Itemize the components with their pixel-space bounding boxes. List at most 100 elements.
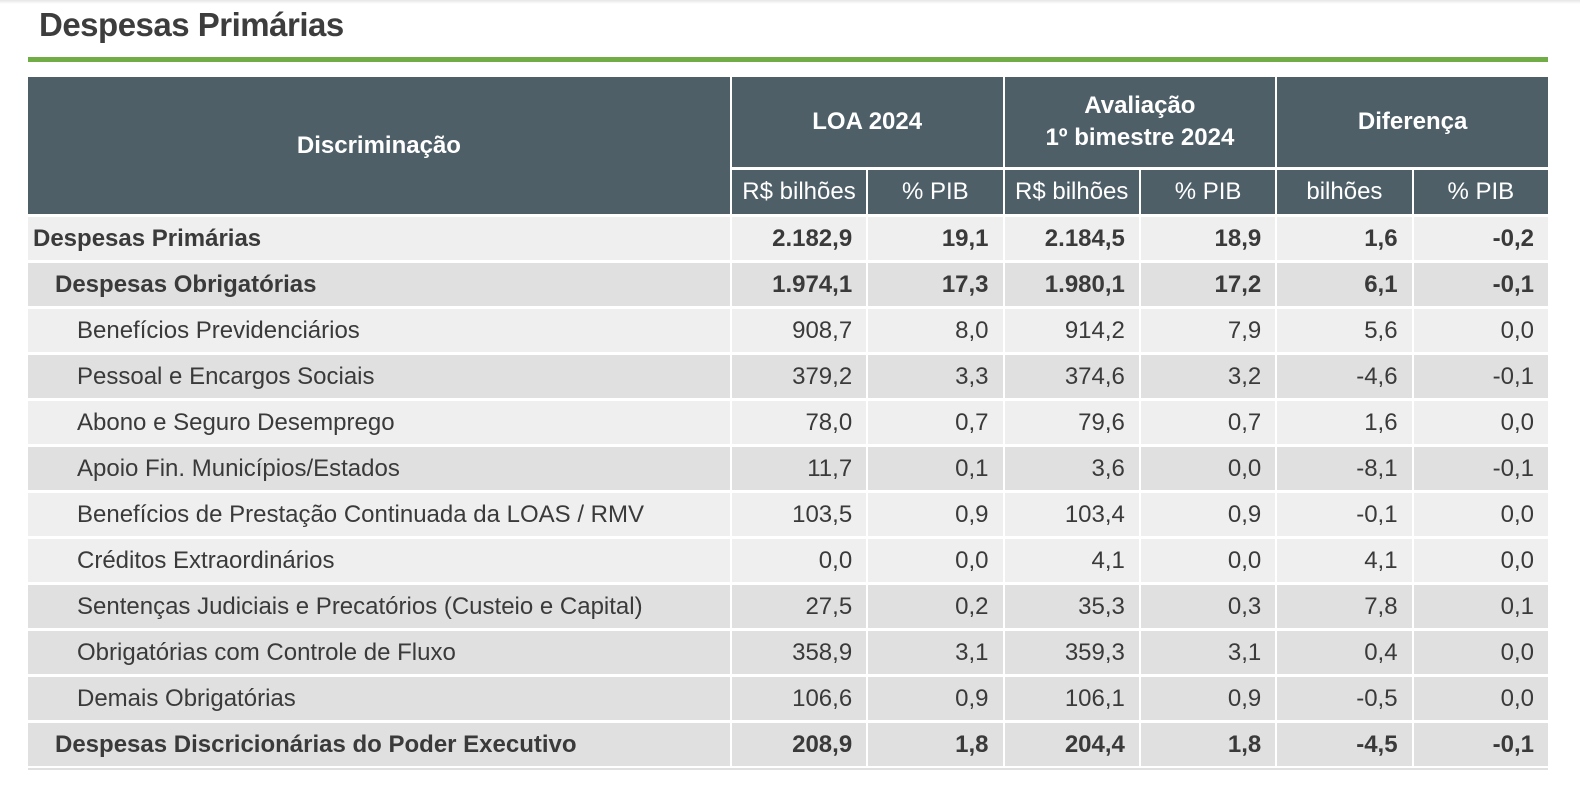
table-row: Obrigatórias com Controle de Fluxo 358,9 3… <box>28 628 1548 674</box>
cell-loa-rs: 1.974,1 <box>731 260 867 306</box>
row-label: Obrigatórias com Controle de Fluxo <box>28 628 730 674</box>
cell-diferenca-bilhoes: -0,5 <box>1277 674 1412 720</box>
cell-loa-pib: 8,0 <box>868 306 1003 352</box>
header-avaliacao-line1: Avaliação <box>1084 92 1196 119</box>
cell-loa-pib: 0,9 <box>868 490 1003 536</box>
cell-diferenca-bilhoes: 6,1 <box>1277 260 1412 306</box>
table-row: Benefícios de Prestação Continuada da LO… <box>28 490 1548 536</box>
table-row: Despesas Discricionárias do Poder Execut… <box>28 720 1548 766</box>
cell-diferenca-bilhoes: -4,5 <box>1277 720 1412 766</box>
cell-avaliacao-pib: 3,2 <box>1140 352 1276 398</box>
cell-diferenca-pib: 0,0 <box>1413 674 1548 720</box>
table-row: Demais Obrigatórias 106,6 0,9 106,1 0,9 -0,5 0… <box>28 674 1548 720</box>
cell-avaliacao-rs: 35,3 <box>1004 582 1139 628</box>
cell-avaliacao-pib: 0,7 <box>1140 398 1276 444</box>
cell-avaliacao-pib: 17,2 <box>1140 260 1276 306</box>
cell-diferenca-pib: -0,1 <box>1413 444 1548 490</box>
cell-avaliacao-pib: 0,0 <box>1140 444 1276 490</box>
cell-loa-rs: 208,9 <box>731 720 867 766</box>
cell-loa-rs: 78,0 <box>731 398 867 444</box>
header-loa-2024: LOA 2024 <box>731 77 1003 170</box>
cell-avaliacao-rs: 106,1 <box>1004 674 1139 720</box>
cell-avaliacao-pib: 0,0 <box>1140 536 1276 582</box>
row-label: Sentenças Judiciais e Precatórios (Custe… <box>28 582 730 628</box>
cell-loa-pib: 0,0 <box>868 536 1003 582</box>
cell-diferenca-pib: 0,0 <box>1413 398 1548 444</box>
header-diferenca: Diferença <box>1277 77 1548 170</box>
cell-loa-pib: 0,1 <box>868 444 1003 490</box>
table-row: Sentenças Judiciais e Precatórios (Custe… <box>28 582 1548 628</box>
cell-diferenca-bilhoes: 1,6 <box>1277 398 1412 444</box>
cell-avaliacao-rs: 204,4 <box>1004 720 1139 766</box>
cell-avaliacao-pib: 18,9 <box>1140 214 1276 260</box>
header-avaliacao: Avaliação 1º bimestre 2024 <box>1004 77 1276 170</box>
cell-loa-rs: 908,7 <box>731 306 867 352</box>
table-row: Abono e Seguro Desemprego 78,0 0,7 79,6 0,7 1… <box>28 398 1548 444</box>
cell-diferenca-pib: -0,1 <box>1413 352 1548 398</box>
cell-loa-rs: 11,7 <box>731 444 867 490</box>
row-label: Benefícios de Prestação Continuada da LO… <box>28 490 730 536</box>
cell-diferenca-bilhoes: 4,1 <box>1277 536 1412 582</box>
row-label: Despesas Discricionárias do Poder Execut… <box>28 720 730 766</box>
subheader-loa-pib: % PIB <box>868 170 1003 214</box>
bottom-divider <box>28 768 1548 770</box>
cell-diferenca-bilhoes: 0,4 <box>1277 628 1412 674</box>
header-discriminacao: Discriminação <box>28 77 730 214</box>
cell-diferenca-pib: 0,0 <box>1413 536 1548 582</box>
cell-loa-pib: 0,9 <box>868 674 1003 720</box>
cell-diferenca-bilhoes: 5,6 <box>1277 306 1412 352</box>
row-label: Abono e Seguro Desemprego <box>28 398 730 444</box>
subheader-loa-rs: R$ bilhões <box>731 170 867 214</box>
cell-diferenca-pib: -0,2 <box>1413 214 1548 260</box>
cell-avaliacao-rs: 79,6 <box>1004 398 1139 444</box>
cell-loa-rs: 379,2 <box>731 352 867 398</box>
cell-avaliacao-rs: 374,6 <box>1004 352 1139 398</box>
cell-diferenca-pib: 0,0 <box>1413 490 1548 536</box>
row-label: Despesas Obrigatórias <box>28 260 730 306</box>
cell-avaliacao-pib: 3,1 <box>1140 628 1276 674</box>
table-row: Benefícios Previdenciários 908,7 8,0 914,2 7… <box>28 306 1548 352</box>
cell-loa-pib: 0,7 <box>868 398 1003 444</box>
table-row: Apoio Fin. Municípios/Estados 11,7 0,1 3,6 0… <box>28 444 1548 490</box>
cell-loa-rs: 358,9 <box>731 628 867 674</box>
cell-loa-rs: 0,0 <box>731 536 867 582</box>
despesas-table: Discriminação LOA 2024 Avaliação 1º bime… <box>26 77 1550 766</box>
cell-diferenca-bilhoes: 7,8 <box>1277 582 1412 628</box>
row-label: Despesas Primárias <box>28 214 730 260</box>
cell-avaliacao-rs: 4,1 <box>1004 536 1139 582</box>
subheader-avaliacao-rs: R$ bilhões <box>1004 170 1139 214</box>
title-divider <box>28 57 1548 62</box>
row-label: Benefícios Previdenciários <box>28 306 730 352</box>
table-row: Pessoal e Encargos Sociais 379,2 3,3 374,6 3… <box>28 352 1548 398</box>
cell-diferenca-pib: 0,0 <box>1413 628 1548 674</box>
cell-loa-rs: 103,5 <box>731 490 867 536</box>
cell-avaliacao-rs: 3,6 <box>1004 444 1139 490</box>
cell-loa-rs: 2.182,9 <box>731 214 867 260</box>
table-body: Despesas Primárias 2.182,9 19,1 2.184,5 18,9… <box>28 214 1548 766</box>
table-row: Despesas Obrigatórias 1.974,1 17,3 1.980,1 1… <box>28 260 1548 306</box>
table-row: Despesas Primárias 2.182,9 19,1 2.184,5 18,9… <box>28 214 1548 260</box>
cell-loa-pib: 3,1 <box>868 628 1003 674</box>
cell-diferenca-pib: -0,1 <box>1413 720 1548 766</box>
cell-avaliacao-rs: 2.184,5 <box>1004 214 1139 260</box>
cell-diferenca-pib: 0,1 <box>1413 582 1548 628</box>
cell-loa-pib: 19,1 <box>868 214 1003 260</box>
cell-avaliacao-pib: 7,9 <box>1140 306 1276 352</box>
table-row: Créditos Extraordinários 0,0 0,0 4,1 0,0 4,1 0… <box>28 536 1548 582</box>
cell-diferenca-pib: -0,1 <box>1413 260 1548 306</box>
cell-loa-rs: 27,5 <box>731 582 867 628</box>
cell-diferenca-bilhoes: -8,1 <box>1277 444 1412 490</box>
row-label: Pessoal e Encargos Sociais <box>28 352 730 398</box>
cell-avaliacao-pib: 0,3 <box>1140 582 1276 628</box>
row-label: Créditos Extraordinários <box>28 536 730 582</box>
cell-avaliacao-pib: 0,9 <box>1140 674 1276 720</box>
cell-diferenca-bilhoes: -0,1 <box>1277 490 1412 536</box>
row-label: Apoio Fin. Municípios/Estados <box>28 444 730 490</box>
cell-loa-rs: 106,6 <box>731 674 867 720</box>
cell-avaliacao-rs: 359,3 <box>1004 628 1139 674</box>
cell-avaliacao-rs: 103,4 <box>1004 490 1139 536</box>
cell-avaliacao-rs: 1.980,1 <box>1004 260 1139 306</box>
subheader-diferenca-bilhoes: bilhões <box>1277 170 1412 214</box>
cell-avaliacao-rs: 914,2 <box>1004 306 1139 352</box>
cell-diferenca-bilhoes: 1,6 <box>1277 214 1412 260</box>
